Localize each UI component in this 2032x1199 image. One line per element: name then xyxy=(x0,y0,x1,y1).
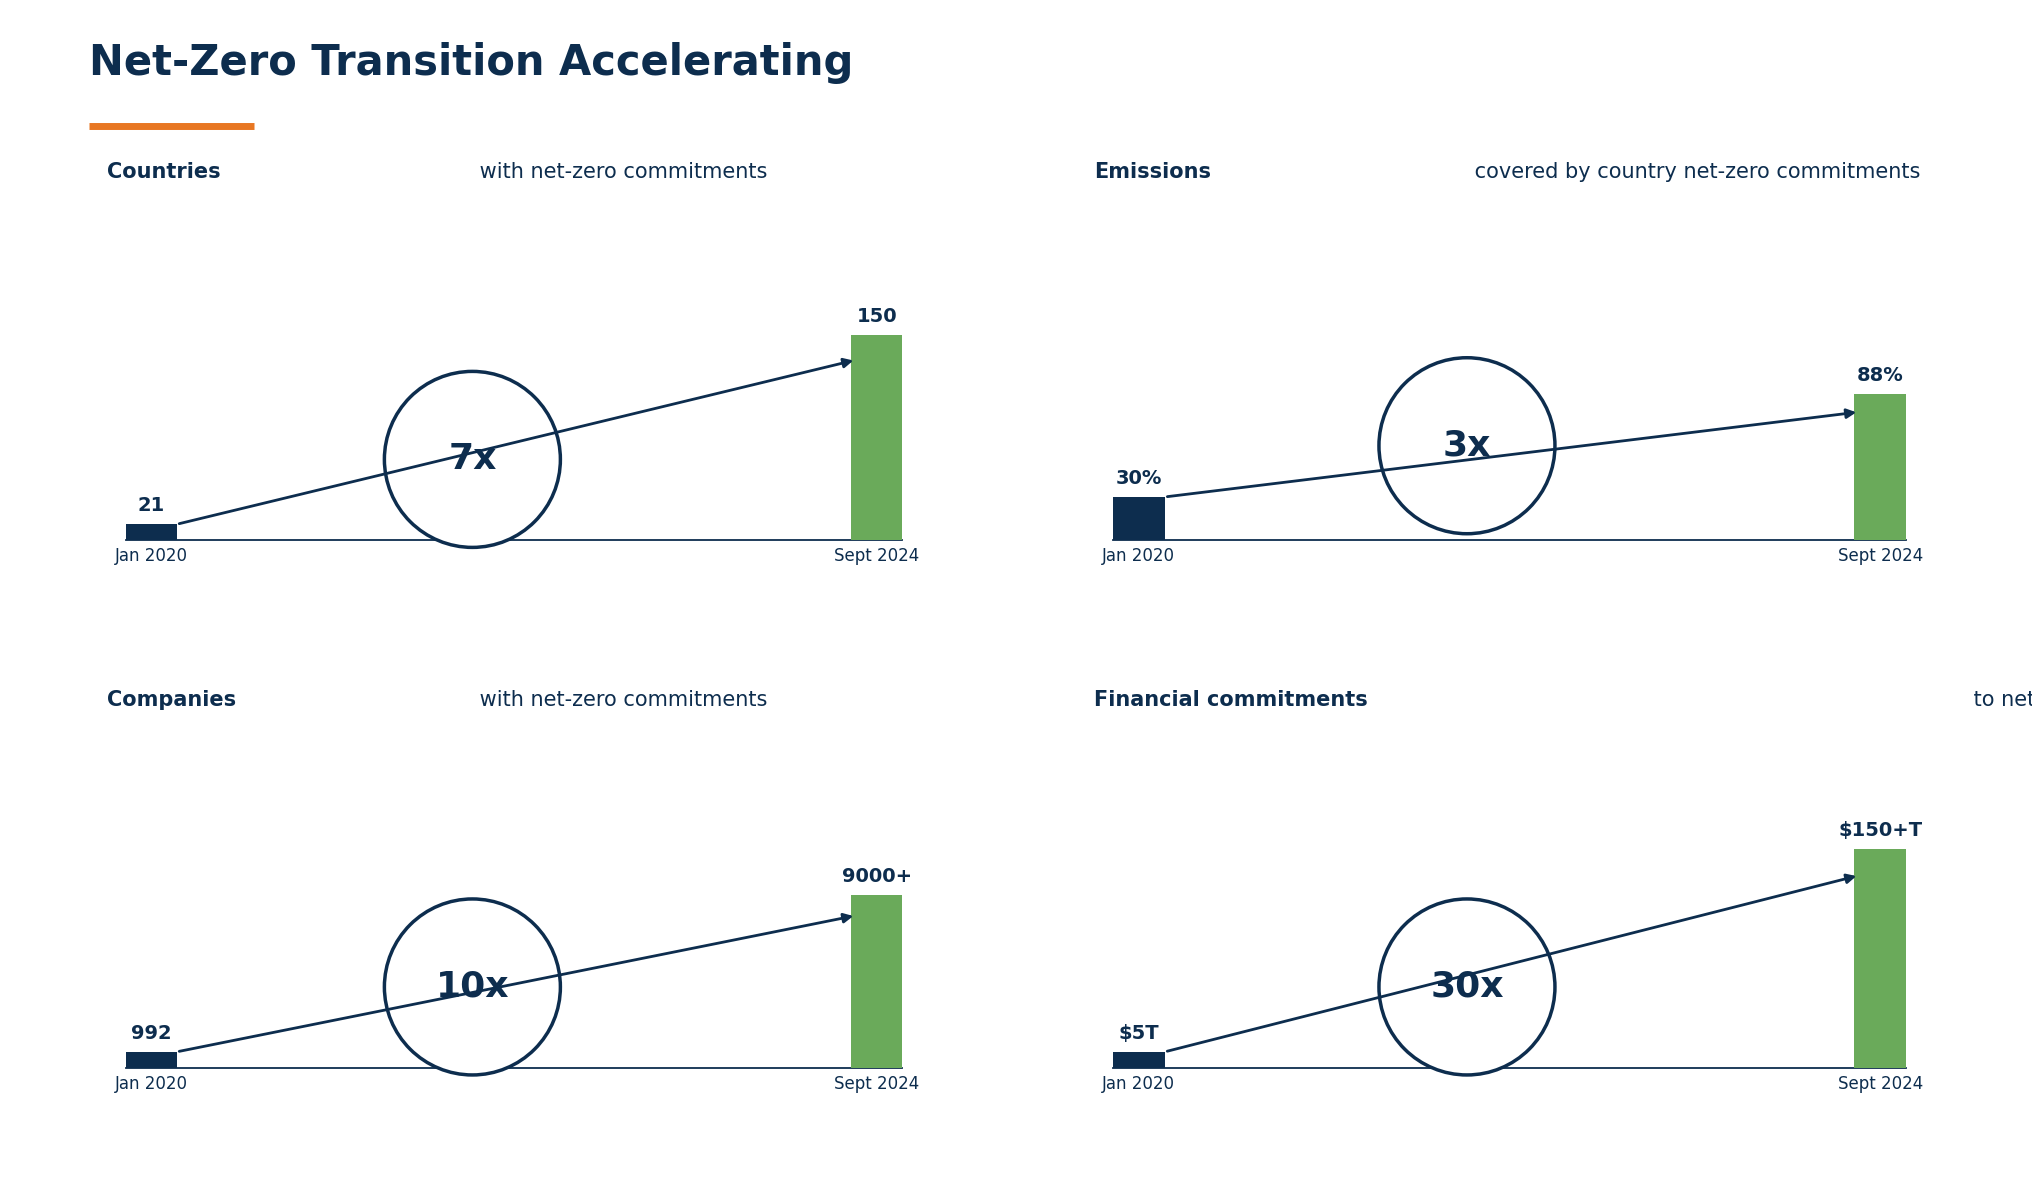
Ellipse shape xyxy=(384,372,561,548)
Text: $5T: $5T xyxy=(1118,1024,1158,1043)
Bar xyxy=(851,336,902,541)
Bar xyxy=(126,524,177,541)
Text: 21: 21 xyxy=(138,496,165,516)
Text: with net-zero commitments: with net-zero commitments xyxy=(473,689,768,710)
Text: Jan 2020: Jan 2020 xyxy=(114,547,187,565)
Text: Countries: Countries xyxy=(108,162,221,182)
Text: 7x: 7x xyxy=(449,442,496,476)
Text: Net-Zero Transition Accelerating: Net-Zero Transition Accelerating xyxy=(89,42,853,84)
Text: Emissions: Emissions xyxy=(1093,162,1211,182)
Text: 10x: 10x xyxy=(435,970,510,1004)
Text: with net-zero commitments: with net-zero commitments xyxy=(473,162,768,182)
Text: covered by country net-zero commitments: covered by country net-zero commitments xyxy=(1467,162,1920,182)
Text: 30x: 30x xyxy=(1431,970,1504,1004)
Text: Sept 2024: Sept 2024 xyxy=(835,547,920,565)
Text: Jan 2020: Jan 2020 xyxy=(1101,1074,1174,1092)
Text: 3x: 3x xyxy=(1443,429,1491,463)
Bar xyxy=(851,894,902,1068)
Text: Companies: Companies xyxy=(108,689,236,710)
Ellipse shape xyxy=(384,899,561,1076)
Text: 992: 992 xyxy=(130,1024,171,1043)
Text: 9000+: 9000+ xyxy=(841,867,912,886)
Bar xyxy=(1114,1052,1164,1068)
Ellipse shape xyxy=(1380,357,1554,534)
Bar xyxy=(1855,849,1906,1068)
Bar xyxy=(1855,394,1906,541)
Text: Jan 2020: Jan 2020 xyxy=(1101,547,1174,565)
Text: Sept 2024: Sept 2024 xyxy=(835,1074,920,1092)
Text: to net-zero: to net-zero xyxy=(1967,689,2032,710)
Text: Sept 2024: Sept 2024 xyxy=(1837,1074,1922,1092)
Text: Sept 2024: Sept 2024 xyxy=(1837,547,1922,565)
Bar xyxy=(126,1052,177,1068)
Text: 150: 150 xyxy=(858,307,898,326)
Text: 88%: 88% xyxy=(1857,367,1904,385)
Bar xyxy=(1114,496,1164,541)
Text: 30%: 30% xyxy=(1116,469,1162,488)
Ellipse shape xyxy=(1380,899,1554,1076)
Text: Financial commitments: Financial commitments xyxy=(1093,689,1368,710)
Text: Jan 2020: Jan 2020 xyxy=(114,1074,187,1092)
Text: $150+T: $150+T xyxy=(1839,821,1922,840)
